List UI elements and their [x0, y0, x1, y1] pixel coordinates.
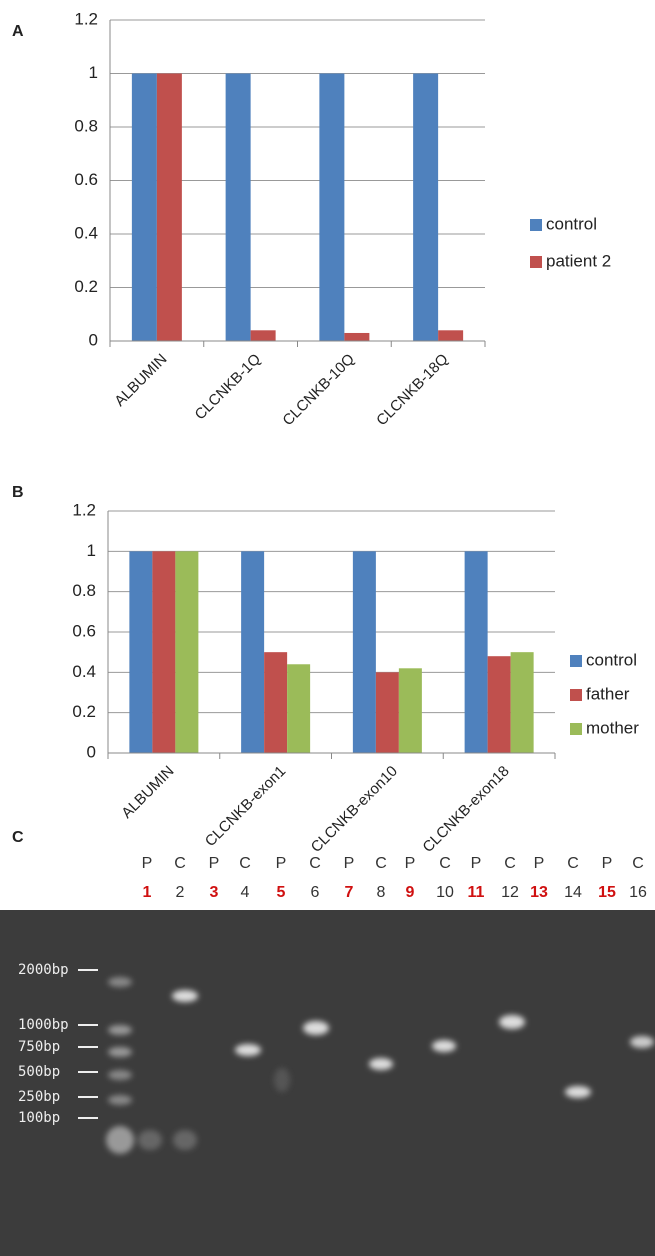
- lane-number: 3: [210, 884, 219, 901]
- lane-sample: C: [309, 855, 321, 872]
- x-tick-label: CLCNKB-exon1: [202, 763, 289, 850]
- ladder-label: 250bp: [18, 1089, 60, 1105]
- lane-number: 13: [530, 884, 548, 901]
- x-tick-label: CLCNKB-18Q: [373, 351, 452, 430]
- gel-image: [0, 910, 655, 1256]
- ladder-label: 750bp: [18, 1039, 60, 1055]
- bar: [241, 551, 264, 753]
- bar: [488, 656, 511, 753]
- bar: [175, 551, 198, 753]
- y-tick-label: 1.2: [72, 500, 96, 519]
- lane-number: 7: [345, 884, 354, 901]
- lane-sample: P: [534, 855, 545, 872]
- bar: [438, 330, 463, 341]
- lane-number: 6: [311, 884, 320, 901]
- lane-number: 5: [277, 884, 286, 901]
- legend-swatch: [570, 655, 582, 667]
- panel-label: C: [12, 829, 24, 846]
- bar: [152, 551, 175, 753]
- lane-sample: C: [567, 855, 579, 872]
- lane-number: 16: [629, 884, 647, 901]
- bar: [264, 652, 287, 753]
- y-tick-label: 0.4: [74, 223, 98, 242]
- legend-swatch: [570, 689, 582, 701]
- y-tick-label: 0.2: [72, 702, 96, 721]
- lane-number: 15: [598, 884, 616, 901]
- lane-number: 1: [143, 884, 152, 901]
- x-tick-label: CLCNKB-exon10: [308, 763, 401, 856]
- y-tick-label: 0.6: [74, 170, 98, 189]
- bar: [319, 74, 344, 342]
- ladder-label: 2000bp: [18, 962, 69, 978]
- bar: [251, 330, 276, 341]
- y-tick-label: 1.2: [74, 9, 98, 28]
- lane-sample: P: [209, 855, 220, 872]
- ladder-label: 1000bp: [18, 1017, 69, 1033]
- lane-number: 10: [436, 884, 454, 901]
- y-tick-label: 0: [87, 742, 96, 761]
- lane-number: 11: [468, 884, 485, 901]
- lane-sample: P: [344, 855, 355, 872]
- y-tick-label: 1: [87, 541, 96, 560]
- lane-number: 4: [241, 884, 250, 901]
- panel-label: A: [12, 23, 24, 40]
- bar: [132, 74, 157, 342]
- x-tick-label: ALBUMIN: [111, 351, 170, 410]
- ladder-label: 100bp: [18, 1110, 60, 1126]
- bar: [344, 333, 369, 341]
- legend-label: patient 2: [546, 251, 611, 270]
- bar: [287, 664, 310, 753]
- y-tick-label: 1: [89, 63, 98, 82]
- y-tick-label: 0: [89, 330, 98, 349]
- bar: [413, 74, 438, 342]
- page: {"chart_data": [ {"type": "bar", "label"…: [0, 0, 655, 1256]
- bar: [511, 652, 534, 753]
- y-tick-label: 0.2: [74, 277, 98, 296]
- bar: [157, 74, 182, 342]
- bar: [226, 74, 251, 342]
- bar: [376, 672, 399, 753]
- x-tick-label: CLCNKB-exon18: [419, 763, 512, 856]
- lane-sample: P: [142, 855, 153, 872]
- bar: [465, 551, 488, 753]
- lane-sample: C: [174, 855, 186, 872]
- figure: A00.20.40.60.811.2ALBUMINCLCNKB-1QCLCNKB…: [0, 0, 655, 1256]
- lane-sample: P: [602, 855, 613, 872]
- lane-sample: C: [439, 855, 451, 872]
- lane-sample: C: [504, 855, 516, 872]
- lane-sample: C: [375, 855, 387, 872]
- legend-swatch: [530, 219, 542, 231]
- y-tick-label: 0.8: [72, 581, 96, 600]
- lane-number: 12: [501, 884, 519, 901]
- lane-sample: C: [632, 855, 644, 872]
- bar: [353, 551, 376, 753]
- y-tick-label: 0.4: [72, 662, 96, 681]
- legend-label: control: [586, 650, 637, 669]
- y-tick-label: 0.8: [74, 116, 98, 135]
- legend-swatch: [570, 723, 582, 735]
- legend-label: control: [546, 214, 597, 233]
- lane-sample: P: [276, 855, 287, 872]
- lane-number: 9: [406, 884, 415, 901]
- bar: [399, 668, 422, 753]
- legend-swatch: [530, 256, 542, 268]
- legend-label: father: [586, 684, 630, 703]
- lane-number: 14: [564, 884, 582, 901]
- y-tick-label: 0.6: [72, 621, 96, 640]
- lane-sample: P: [471, 855, 482, 872]
- lane-sample: P: [405, 855, 416, 872]
- bar: [129, 551, 152, 753]
- lane-sample: C: [239, 855, 251, 872]
- x-tick-label: ALBUMIN: [118, 763, 177, 822]
- legend-label: mother: [586, 718, 639, 737]
- x-tick-label: CLCNKB-1Q: [192, 351, 265, 424]
- x-tick-label: CLCNKB-10Q: [279, 351, 358, 430]
- lane-number: 2: [176, 884, 185, 901]
- ladder-label: 500bp: [18, 1064, 60, 1080]
- lane-number: 8: [377, 884, 386, 901]
- panel-label: B: [12, 484, 24, 501]
